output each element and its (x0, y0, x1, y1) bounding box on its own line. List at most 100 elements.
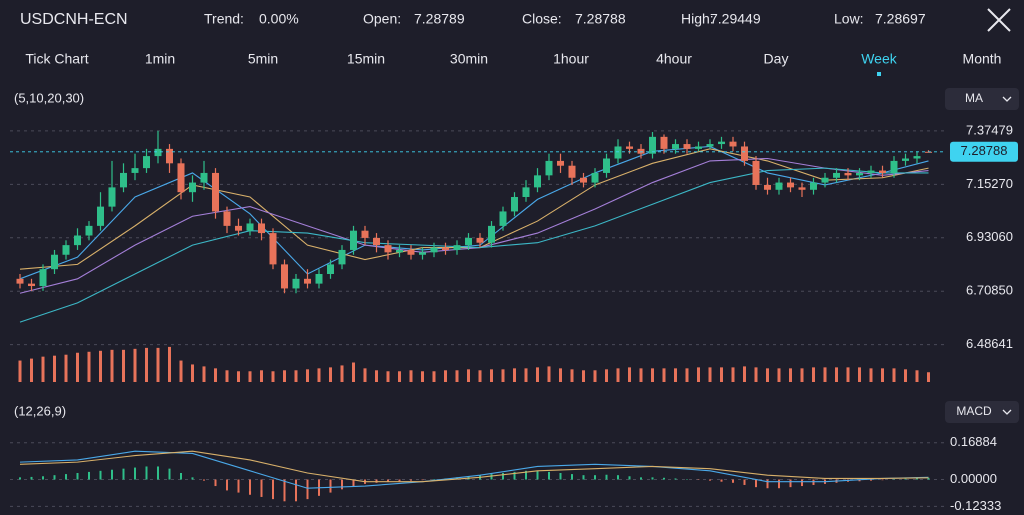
volume-bar (375, 370, 378, 382)
volume-bar (191, 364, 194, 382)
volume-bar (202, 366, 206, 382)
macd-bar (76, 473, 79, 480)
volume-bar (881, 368, 884, 382)
tab[interactable]: 4hour (656, 51, 692, 67)
candle-body (798, 187, 806, 190)
macd-bar (789, 479, 792, 488)
macd-bar (168, 468, 171, 480)
macd-bar (743, 479, 746, 485)
volume-bar (133, 348, 137, 382)
volume-bar (156, 347, 160, 382)
dropdown-button[interactable] (945, 401, 1019, 423)
y-tick-label: 0.00000 (950, 471, 997, 486)
volume-bar (674, 368, 677, 382)
macd-bar (99, 470, 102, 480)
candle-body (626, 146, 633, 149)
volume-bar (743, 366, 746, 382)
candle-body (499, 211, 507, 226)
candle-body (879, 170, 886, 173)
macd-bar (755, 479, 757, 488)
volume-bar (720, 367, 723, 382)
macd-bar (548, 471, 550, 480)
volume-bar (260, 370, 263, 382)
volume-bar (306, 369, 309, 382)
macd-bar (720, 479, 723, 482)
macd-bar (352, 479, 355, 487)
macd-bar (191, 477, 194, 480)
close-button[interactable] (987, 8, 1011, 32)
macd-bar (594, 475, 596, 480)
macd-bar (904, 478, 907, 480)
macd-bar (260, 479, 263, 497)
macd-bar (525, 470, 527, 480)
candle-body (361, 230, 369, 238)
volume-bar (179, 360, 183, 382)
volume-bar (708, 367, 712, 382)
volume-bar (64, 354, 68, 382)
tab[interactable]: 5min (248, 51, 278, 67)
macd-bar (628, 476, 631, 480)
candle-body (442, 247, 449, 250)
candle-body (62, 245, 70, 255)
volume-bar (386, 371, 390, 382)
candle-body (51, 254, 58, 270)
volume-bar (685, 368, 689, 382)
candle-body (752, 160, 760, 185)
dropdown-button[interactable] (945, 88, 1019, 110)
candle-body (672, 144, 679, 149)
candle-body (281, 264, 288, 289)
volume-bar (87, 351, 91, 382)
candle-body (476, 237, 484, 243)
candle-body (534, 175, 541, 188)
tab[interactable]: Day (764, 51, 789, 67)
volume-bar (789, 368, 792, 382)
tab[interactable]: 30min (450, 51, 488, 67)
stat-value: 7.28789 (414, 11, 465, 27)
tab[interactable]: Tick Chart (25, 51, 88, 67)
y-tick-label: 6.70850 (966, 283, 1013, 298)
candle-body (775, 182, 783, 190)
volume-bar (122, 349, 125, 382)
volume-bar (570, 369, 574, 382)
tab[interactable]: 15min (347, 51, 385, 67)
volume-bar (432, 371, 436, 382)
macd-bar (778, 479, 780, 489)
macd-bar (927, 477, 930, 480)
macd-bar (237, 479, 240, 493)
volume-bar (616, 368, 620, 382)
volume-bar (915, 370, 919, 382)
volume-bar (30, 358, 33, 382)
stat-label: Low: (834, 11, 864, 27)
tab[interactable]: 1hour (553, 51, 589, 67)
volume-bar (409, 370, 413, 382)
candle-body (28, 283, 35, 287)
candle-body (729, 141, 737, 147)
candle-body (350, 230, 357, 250)
candle-body (683, 144, 691, 149)
candle-body (85, 225, 93, 236)
candle-body (39, 269, 47, 287)
tab[interactable]: Month (963, 51, 1002, 67)
macd-bar (249, 479, 251, 495)
volume-bar (248, 371, 252, 382)
volume-bar (697, 367, 700, 382)
macd-bar (571, 474, 573, 480)
tab[interactable]: Week (861, 51, 898, 67)
indicator-params: (5,10,20,30) (14, 90, 84, 105)
macd-bar (502, 473, 504, 480)
candle-body (131, 168, 139, 173)
candle-body (649, 136, 656, 154)
macd-bar (651, 477, 654, 480)
tab[interactable]: 1min (145, 51, 175, 67)
macd-bar (674, 478, 677, 480)
volume-bar (214, 368, 217, 382)
y-tick-label: 7.15270 (966, 176, 1013, 191)
candle-body (258, 223, 265, 234)
stat-value: 7.28788 (575, 11, 626, 27)
macd-bar (536, 470, 539, 480)
macd-bar (916, 478, 918, 480)
candle-body (844, 172, 852, 176)
candle-body (430, 247, 438, 253)
